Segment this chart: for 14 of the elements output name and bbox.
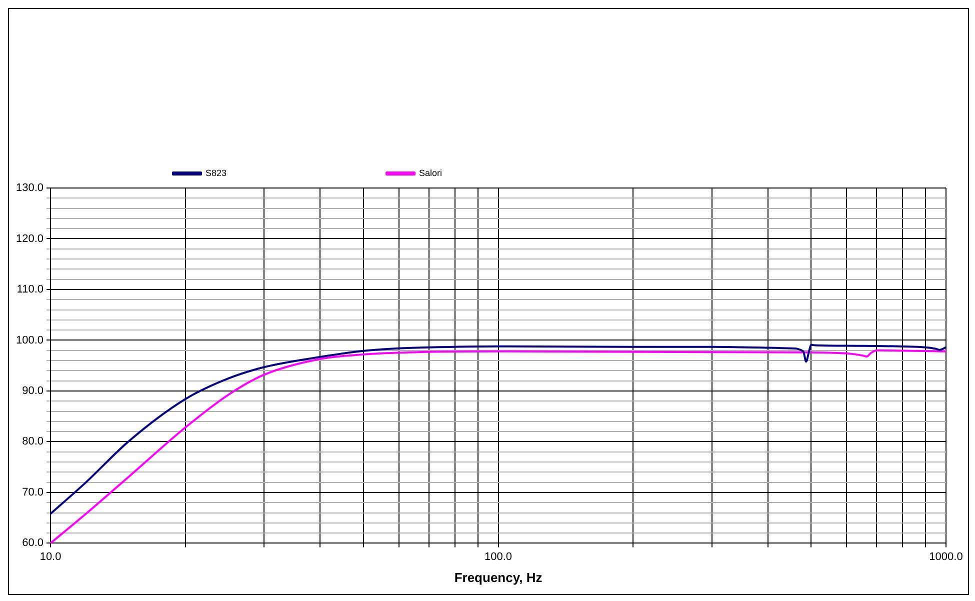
y-tick-label: 100.0 — [16, 334, 44, 346]
y-tick-label: 130.0 — [16, 182, 44, 194]
y-tick-label: 110.0 — [16, 284, 44, 296]
x-axis-title: Frequency, Hz — [454, 570, 543, 585]
legend-label: Salori — [419, 168, 442, 178]
x-tick-label: 100.0 — [484, 550, 512, 563]
y-tick-label: 80.0 — [22, 436, 44, 448]
x-tick-label: 1000.0 — [929, 550, 963, 563]
legend-label: S823 — [206, 168, 227, 178]
y-tick-label: 70.0 — [22, 486, 44, 498]
y-tick-label: 120.0 — [16, 232, 44, 245]
y-tick-label: 90.0 — [22, 385, 44, 398]
y-tick-label: 60.0 — [22, 537, 44, 550]
x-tick-label: 10.0 — [40, 550, 62, 563]
